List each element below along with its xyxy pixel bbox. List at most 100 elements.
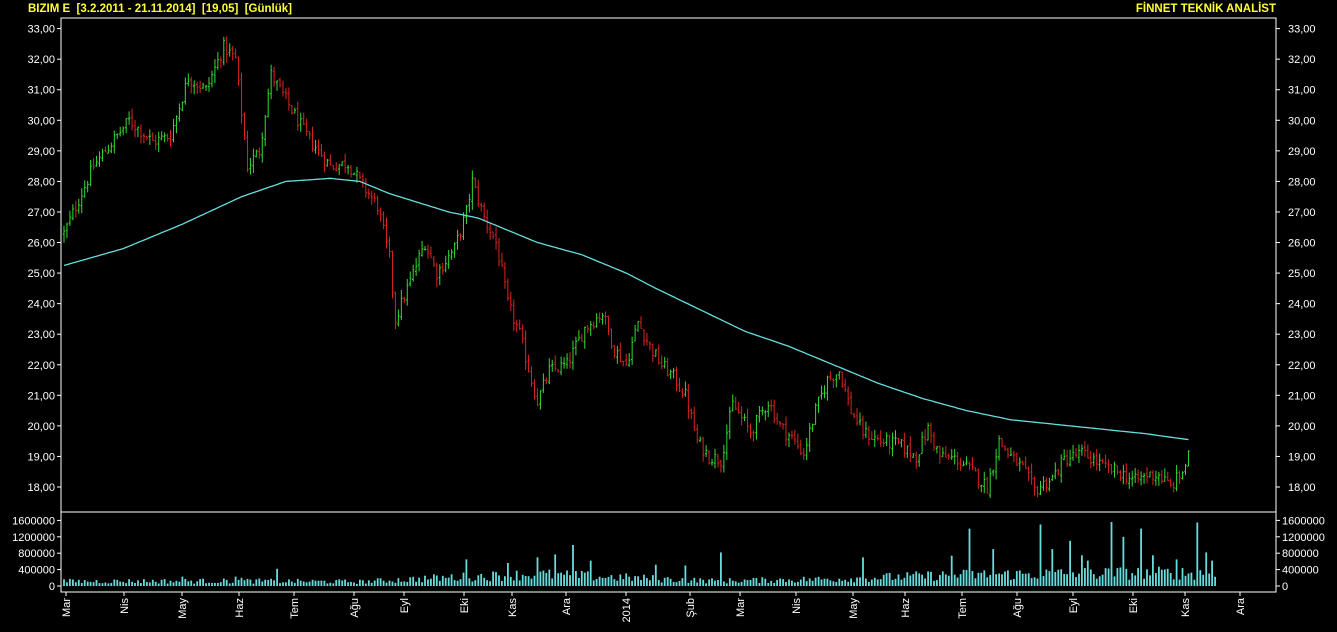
price-candle [133, 119, 137, 138]
volume-bar [764, 578, 767, 586]
volume-bar [190, 580, 193, 586]
price-candle [645, 332, 649, 346]
volume-bar [817, 576, 820, 586]
price-candle [790, 430, 794, 440]
volume-bar [956, 577, 959, 586]
price-candle [906, 445, 909, 459]
price-candle [210, 70, 214, 88]
date-tick-label: Ara [561, 597, 573, 615]
volume-bar [888, 573, 891, 586]
price-candle [663, 356, 666, 369]
volume-bar [1152, 555, 1154, 587]
price-candle [1015, 452, 1019, 466]
volume-bar [702, 579, 705, 586]
price-candle [681, 388, 684, 398]
price-candle [459, 233, 462, 241]
price-candle [873, 429, 876, 447]
volume-bar [989, 575, 992, 586]
price-candle [388, 236, 391, 258]
volume-bar [243, 580, 246, 586]
volume-bar [799, 579, 802, 586]
volume-bar [794, 582, 796, 586]
price-candle [710, 458, 714, 466]
price-axis-left: 33,00 32,00 31,00 30,00 29,00 28,00 27,00 26,00… [27, 24, 61, 494]
volume-bar [1160, 569, 1163, 586]
price-candle [480, 202, 483, 212]
price-candle [917, 454, 921, 467]
price-panel-frame [60, 17, 1277, 513]
volume-bar [637, 576, 639, 586]
price-candle [432, 256, 436, 267]
volume-bar [876, 579, 879, 586]
price-candle [154, 134, 157, 150]
volume-bar [441, 575, 444, 586]
date-tick-label: Nis [791, 598, 803, 614]
price-candle [1095, 448, 1098, 471]
volume-bar [397, 578, 400, 586]
volume-tick-label: 400000 [1282, 565, 1319, 577]
price-candle [811, 423, 814, 432]
price-candle [678, 377, 681, 393]
volume-bar [791, 580, 793, 586]
volume-bar [740, 581, 743, 586]
volume-bar [412, 576, 415, 586]
volume-bar [107, 583, 110, 586]
price-candle [1086, 444, 1090, 459]
price-candle [530, 366, 533, 387]
price-candle [429, 246, 433, 258]
volume-bar [885, 573, 888, 586]
volume-bar [542, 570, 545, 586]
volume-bar [344, 579, 346, 586]
price-candle [542, 373, 545, 393]
volume-bar [524, 576, 527, 586]
volume-bar [770, 580, 773, 586]
price-candle [201, 82, 205, 90]
moving-average-line [63, 177, 1189, 441]
volume-bar [338, 579, 341, 586]
volume-bar [1107, 568, 1110, 586]
price-candle [491, 231, 495, 240]
volume-bar [1018, 570, 1021, 586]
volume-bar [681, 578, 684, 586]
date-tick-label: Eyl [399, 598, 411, 613]
volume-bar [560, 572, 562, 586]
price-candle [556, 369, 560, 373]
price-candle [950, 449, 953, 460]
price-panel: 33,00 32,00 31,00 30,00 29,00 28,00 27,00 26,00… [27, 17, 1316, 513]
volume-bar [1069, 540, 1071, 586]
volume-bar [862, 557, 864, 586]
price-candle [403, 296, 406, 304]
price-tick-label: 19,00 [1288, 451, 1316, 463]
price-candle [977, 468, 980, 489]
price-candle [95, 155, 98, 167]
volume-axis-right: 1600000 1200000 800000 400000 0 [1276, 515, 1325, 593]
price-candle [1071, 444, 1075, 461]
volume-bar [1128, 579, 1131, 586]
volume-bar [187, 581, 190, 586]
volume-axis-left: 1600000 1200000 800000 400000 0 [12, 515, 61, 593]
volume-bar [1134, 575, 1137, 586]
price-candle [1009, 447, 1013, 457]
price-candle [98, 151, 101, 167]
volume-bar [273, 580, 275, 586]
volume-bar [471, 581, 474, 586]
volume-bar [77, 579, 80, 586]
price-tick-label: 33,00 [27, 24, 55, 36]
price-candle [335, 162, 338, 172]
volume-bar [909, 575, 912, 586]
price-candle [311, 126, 314, 152]
volume-bar [1202, 574, 1205, 586]
volume-bar [184, 579, 187, 586]
volume-bar [924, 578, 926, 586]
price-candle [74, 200, 78, 218]
volume-bar [116, 579, 119, 586]
price-candle [959, 457, 962, 472]
price-candle [367, 188, 370, 200]
volume-bar [1089, 569, 1092, 586]
volume-bar [341, 580, 344, 586]
volume-bar [1098, 576, 1101, 586]
price-candle [1062, 449, 1066, 461]
volume-bar [143, 579, 145, 586]
volume-bar [575, 571, 577, 586]
